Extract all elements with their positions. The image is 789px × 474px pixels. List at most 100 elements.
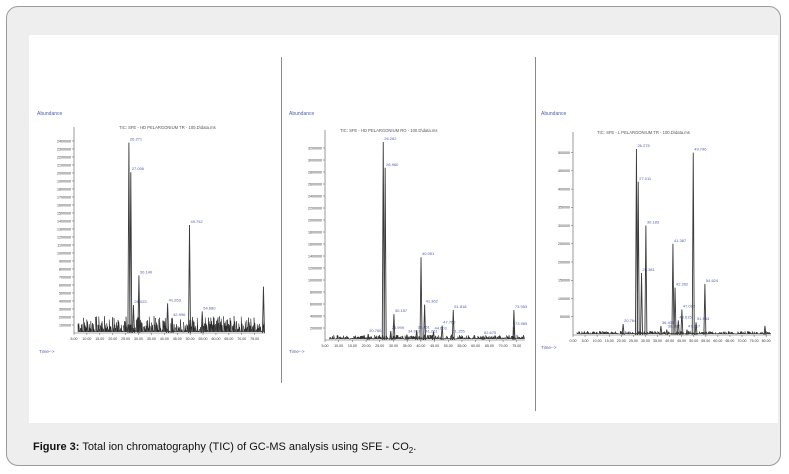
- peak-line: [170, 317, 174, 334]
- x-tick-label: 70.00: [237, 337, 246, 341]
- x-tick-label: 60.00: [211, 337, 220, 341]
- x-tick-label: 5.00: [582, 339, 589, 343]
- caption-text: Total ion chromatography (TIC) of GC-MS …: [82, 441, 409, 453]
- y-tick-label: 100000: [558, 297, 570, 301]
- peak-line: [389, 330, 393, 341]
- peak-label: 62.675: [484, 330, 497, 335]
- peak-label: 20.766: [369, 328, 382, 333]
- peak-label: 20.764: [624, 318, 637, 323]
- x-tick-label: 35.00: [403, 344, 412, 348]
- baseline-trace: [329, 334, 525, 340]
- y-tick-label: 2600000: [308, 182, 322, 186]
- peak-label: 34.913: [408, 329, 421, 334]
- peak-line: [137, 275, 141, 334]
- peak-label: 47.092: [683, 303, 696, 308]
- peak-label: 47.760: [443, 320, 456, 325]
- x-tick-label: 25.00: [121, 337, 130, 341]
- peak-line: [636, 181, 640, 336]
- y-tick-label: 2400000: [57, 139, 71, 143]
- x-tick-label: 0.00: [570, 339, 577, 343]
- y-tick-label: 400000: [310, 314, 322, 318]
- x-tick-label: 55.00: [701, 339, 710, 343]
- chart-title: TIC: SFE - L PELARGONIUM TR - 100.D\data…: [597, 130, 690, 135]
- chart-title: TIC: SFE - HD PELARGONIUM TR - 100.D\dat…: [119, 125, 216, 130]
- x-tick-label: 30.00: [641, 339, 650, 343]
- x-tick-label: 15.00: [95, 337, 104, 341]
- x-tick-label: 60.00: [471, 344, 480, 348]
- peak-line: [262, 286, 265, 334]
- peak-line: [383, 167, 387, 341]
- y-tick-label: 1000000: [57, 251, 71, 255]
- y-tick-label: 2200000: [57, 155, 71, 159]
- x-tick-label: 25.00: [629, 339, 638, 343]
- y-tick-label: 1300000: [57, 227, 71, 231]
- x-tick-label: 65.00: [224, 337, 233, 341]
- x-tick-label: 75.00: [250, 337, 259, 341]
- y-tick-label: 3200000: [308, 146, 322, 150]
- y-tick-label: 1400000: [308, 254, 322, 258]
- y-tick-label: 500000: [558, 151, 570, 155]
- peak-line: [665, 329, 669, 336]
- y-axis-label: Abundance: [541, 111, 567, 117]
- y-tick-label: 900000: [59, 259, 71, 263]
- x-tick-label: 15.00: [348, 344, 357, 348]
- x-tick-label: 60.00: [713, 339, 722, 343]
- peak-line: [366, 333, 370, 341]
- x-axis-label: Time-->: [39, 349, 55, 354]
- y-tick-label: 400000: [59, 299, 71, 303]
- peak-line: [129, 172, 133, 334]
- peak-line: [680, 309, 684, 336]
- peak-line: [432, 331, 435, 341]
- peak-line: [422, 334, 426, 341]
- x-tick-label: 30.00: [389, 344, 398, 348]
- peak-line: [450, 334, 453, 341]
- x-tick-label: 35.00: [147, 337, 156, 341]
- peak-label: 26.262: [384, 136, 397, 141]
- peak-label: 73.953: [515, 304, 528, 309]
- x-tick-label: 45.00: [677, 339, 686, 343]
- y-tick-label: 1400000: [57, 219, 71, 223]
- peak-line: [694, 322, 698, 336]
- peak-label: 30.149: [140, 269, 153, 274]
- peak-line: [512, 326, 516, 341]
- y-tick-label: 300000: [59, 307, 71, 311]
- peak-line: [691, 152, 695, 336]
- peak-line: [415, 330, 419, 341]
- figure-panel: Abundance TIC: SFE - HD PELARGONIUM TR - …: [29, 35, 778, 423]
- x-tick-label: 50.00: [689, 339, 698, 343]
- x-tick-label: 5.00: [322, 344, 329, 348]
- x-tick-label: 75.00: [750, 339, 759, 343]
- x-tick-label: 20.00: [362, 344, 371, 348]
- peak-label: 41.387: [674, 238, 687, 243]
- y-tick-label: 2000000: [57, 171, 71, 175]
- y-tick-label: 2100000: [57, 163, 71, 167]
- chromatogram-chart-3: Abundance TIC: SFE - L PELARGONIUM TR - 1…: [541, 111, 771, 350]
- peak-line: [392, 314, 396, 341]
- x-tick-label: 55.00: [199, 337, 208, 341]
- peak-line: [451, 309, 455, 341]
- chromatogram-chart-2: Abundance TIC: SFE - HD PELARGONIUM RO - …: [289, 111, 528, 354]
- x-tick-label: 10.00: [334, 344, 343, 348]
- x-tick-label: 50.00: [444, 344, 453, 348]
- y-tick-label: 1800000: [57, 187, 71, 191]
- y-tick-label: 700000: [59, 275, 71, 279]
- peak-label: 27.011: [639, 176, 652, 181]
- x-axis-label: Time-->: [289, 349, 305, 354]
- peak-line: [481, 335, 485, 341]
- x-tick-label: 10.00: [593, 339, 602, 343]
- y-tick-label: 400000: [558, 187, 570, 191]
- peak-line: [676, 320, 680, 336]
- peak-label: 28.023: [134, 299, 147, 304]
- chart-title: TIC: SFE - HD PELARGONIUM RO - 100.D\dat…: [340, 128, 438, 133]
- chromatogram-chart-1: Abundance TIC: SFE - HD PELARGONIUM TR - …: [37, 111, 265, 354]
- y-tick-label: 600000: [310, 302, 322, 306]
- peak-label: 51.818: [454, 304, 467, 309]
- peak-label: 54.624: [706, 278, 719, 283]
- x-tick-label: 40.00: [160, 337, 169, 341]
- peak-label: 41.362: [426, 299, 439, 304]
- x-tick-label: 10.00: [82, 337, 91, 341]
- caption-label: Figure 3:: [33, 441, 80, 453]
- peak-line: [423, 304, 427, 341]
- peak-label: 44.603: [435, 326, 448, 331]
- peak-label: 36.401: [662, 320, 675, 325]
